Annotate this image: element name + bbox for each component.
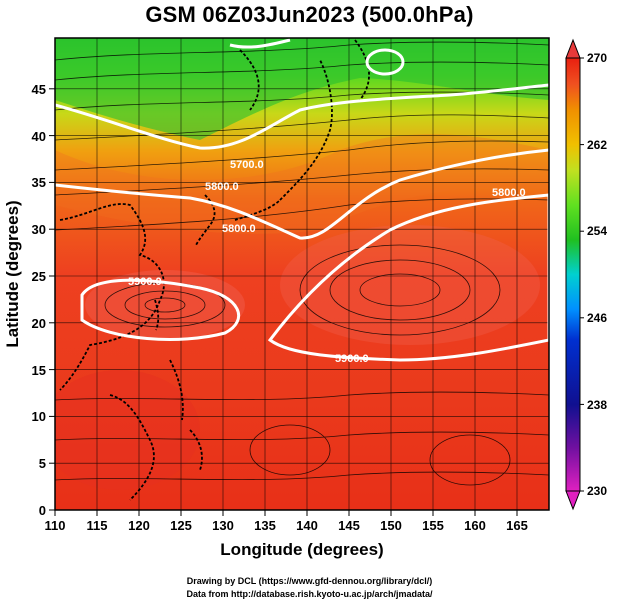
coastline-indochina bbox=[109, 394, 155, 501]
plot-frame bbox=[54, 37, 550, 511]
x-tick-125: 125 bbox=[170, 518, 192, 533]
y-tick-45: 45 bbox=[32, 82, 46, 97]
contour-label-5800-a: 5800.0 bbox=[222, 223, 256, 235]
y-tick-20: 20 bbox=[32, 316, 46, 331]
y-tick-15: 15 bbox=[32, 363, 46, 378]
colorbar: 230 238 246 254 262 270 bbox=[565, 38, 607, 511]
x-tick-145: 145 bbox=[338, 518, 360, 533]
colorbar-gradient bbox=[565, 57, 581, 492]
footer-credit-data: Data from http://database.rish.kyoto-u.a… bbox=[186, 589, 433, 599]
contour-labels: 5900.0 5900.0 5800.0 5700.0 5800.0 5800.… bbox=[128, 159, 526, 365]
coastline-north bbox=[239, 39, 370, 111]
coastline-philippines bbox=[169, 359, 203, 471]
map-plot-area: 5900.0 5900.0 5800.0 5700.0 5800.0 5800.… bbox=[55, 38, 549, 510]
x-tick-labels: 110 115 120 125 130 135 140 145 150 155 … bbox=[45, 518, 528, 533]
x-tick-135: 135 bbox=[254, 518, 276, 533]
contour-label-5800-c: 5800.0 bbox=[492, 187, 526, 199]
contour-5800 bbox=[55, 148, 549, 240]
colorbar-tick-230: 230 bbox=[587, 484, 607, 498]
contour-5700 bbox=[55, 83, 549, 150]
x-tick-150: 150 bbox=[380, 518, 402, 533]
contour-label-5800-b: 5800.0 bbox=[205, 181, 239, 193]
x-tick-120: 120 bbox=[128, 518, 150, 533]
x-axis-label: Longitude (degrees) bbox=[220, 540, 383, 559]
colorbar-arrow-top bbox=[565, 38, 581, 59]
contour-north-left bbox=[229, 38, 291, 49]
colorbar-tick-262: 262 bbox=[587, 138, 607, 152]
coastline-china bbox=[59, 203, 165, 391]
y-tick-10: 10 bbox=[32, 409, 46, 424]
y-tick-labels: 0 5 10 15 20 25 30 35 40 45 bbox=[32, 82, 46, 518]
x-tick-marks bbox=[54, 510, 518, 516]
colorbar-tick-270: 270 bbox=[587, 51, 607, 65]
x-tick-165: 165 bbox=[506, 518, 528, 533]
contour-5900-west bbox=[80, 278, 241, 341]
x-tick-130: 130 bbox=[212, 518, 234, 533]
y-tick-marks bbox=[49, 88, 55, 511]
y-tick-5: 5 bbox=[39, 456, 46, 471]
contour-label-5900-east: 5900.0 bbox=[335, 353, 369, 365]
y-tick-30: 30 bbox=[32, 222, 46, 237]
y-tick-35: 35 bbox=[32, 175, 46, 190]
colorbar-tick-246: 246 bbox=[587, 311, 607, 325]
colorbar-tick-labels: 230 238 246 254 262 270 bbox=[587, 51, 607, 498]
y-tick-40: 40 bbox=[32, 129, 46, 144]
x-tick-115: 115 bbox=[87, 518, 108, 533]
tropical-region bbox=[55, 370, 200, 490]
colorbar-tick-238: 238 bbox=[587, 398, 607, 412]
contour-label-5900-west: 5900.0 bbox=[128, 276, 162, 288]
coastline-japan bbox=[234, 59, 333, 221]
x-tick-140: 140 bbox=[296, 518, 318, 533]
y-tick-25: 25 bbox=[32, 269, 46, 284]
wind-streamlines bbox=[55, 41, 549, 486]
height-contours bbox=[55, 38, 549, 362]
x-tick-160: 160 bbox=[464, 518, 486, 533]
x-tick-155: 155 bbox=[422, 518, 444, 533]
chart-title: GSM 06Z03Jun2023 (500.0hPa) bbox=[145, 2, 474, 27]
colorbar-arrow-bottom bbox=[565, 490, 581, 511]
contour-north-loop bbox=[365, 48, 405, 76]
footer-credit-drawing: Drawing by DCL (https://www.gfd-dennou.o… bbox=[186, 576, 433, 586]
contour-5900-east bbox=[267, 193, 549, 362]
coastline-taiwan bbox=[154, 299, 160, 331]
y-axis-label: Latitude (degrees) bbox=[3, 200, 22, 347]
transition-band bbox=[55, 134, 549, 234]
grid-lines bbox=[55, 38, 549, 510]
contour-label-5700: 5700.0 bbox=[230, 159, 264, 171]
colorbar-tick-254: 254 bbox=[587, 224, 607, 238]
x-tick-110: 110 bbox=[45, 518, 66, 533]
y-tick-0: 0 bbox=[39, 503, 46, 518]
